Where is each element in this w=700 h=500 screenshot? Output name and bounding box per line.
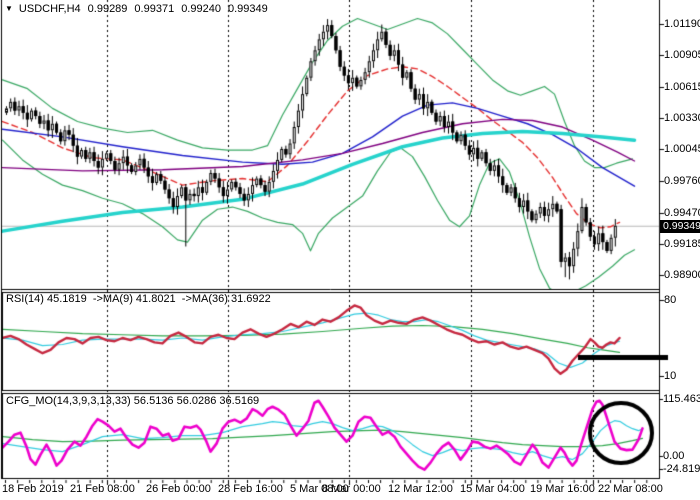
rsi-indicator-label: RSI(14) 45.1819 ->MA(9) 41.8021 ->MA(36)… xyxy=(6,293,271,305)
cfg-axis-label: -24.8192 xyxy=(663,463,700,475)
current-price-badge: 0.99349 xyxy=(660,220,700,233)
price-axis-label: 0.99470 xyxy=(664,207,700,219)
price-axis-label: 1.00615 xyxy=(664,81,700,93)
price-axis-label: 1.00330 xyxy=(664,112,700,124)
price-axis-label: 0.99185 xyxy=(664,238,700,250)
time-axis-label: 5 Mar 08:00 xyxy=(290,483,349,495)
time-axis-label: 8 Mar 00:00 xyxy=(322,483,381,495)
time-axis-label: 22 Mar 08:00 xyxy=(598,483,663,495)
ohlc-low: 0.99240 xyxy=(181,3,221,15)
price-axis-label: 1.01190 xyxy=(664,18,700,30)
symbol-header: ▼ USDCHF,H4 0.99289 0.99371 0.99240 0.99… xyxy=(5,3,268,15)
time-axis-label: 18 Feb 2019 xyxy=(2,483,64,495)
rsi-axis-label: 10 xyxy=(664,370,677,382)
chevron-down-icon[interactable]: ▼ xyxy=(5,4,13,13)
time-axis-label: 12 Mar 12:00 xyxy=(388,483,453,495)
cfg-indicator-label: CFG_MO(14,3,9,3,13,33) 56.5136 56.0286 3… xyxy=(6,395,260,407)
price-axis-label: 1.00045 xyxy=(664,143,700,155)
price-axis-label: 1.00905 xyxy=(664,49,700,61)
cfg-axis-label: 0.00 xyxy=(663,450,685,462)
price-axis-label: 0.99760 xyxy=(664,175,700,187)
ohlc-close: 0.99349 xyxy=(227,3,268,15)
ohlc-open: 0.99289 xyxy=(87,3,128,15)
rsi-axis-label: 80 xyxy=(664,294,677,306)
symbol-title: USDCHF,H4 xyxy=(18,3,81,15)
time-axis-label: 26 Feb 00:00 xyxy=(146,483,211,495)
cfg-axis-label: 115.4639 xyxy=(663,393,700,405)
ohlc-high: 0.99371 xyxy=(134,3,175,15)
time-axis-label: 21 Feb 08:00 xyxy=(70,483,135,495)
price-axis-label: 0.98900 xyxy=(664,269,700,281)
time-axis-label: 19 Mar 16:00 xyxy=(530,483,595,495)
time-axis-label: 15 Mar 04:00 xyxy=(460,483,525,495)
time-axis-label: 28 Feb 16:00 xyxy=(218,483,283,495)
